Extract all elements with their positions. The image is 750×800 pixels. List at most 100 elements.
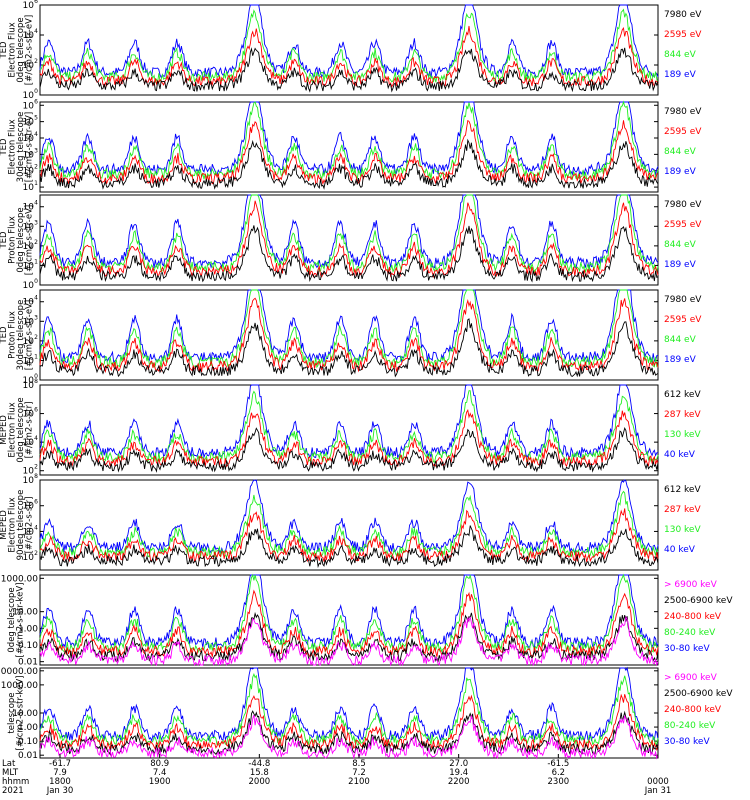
y-axis-label: 30deg telescope [16, 300, 26, 371]
y-tick-exponent: 2 [34, 164, 38, 171]
series-blue-trace [39, 666, 659, 743]
y-tick-label: 10 [23, 261, 35, 271]
time-axis-value: 6.2 [552, 768, 566, 778]
y-axis-label: 0deg telescope [16, 397, 26, 462]
panel-frame [39, 194, 659, 286]
y-tick-exponent: 4 [34, 295, 38, 302]
y-axis-label: [#/cm2-s-str-eV] [25, 205, 35, 275]
series-red-trace [39, 297, 659, 374]
legend-entry: 844 eV [664, 147, 697, 157]
legend-entry: 240-800 keV [664, 612, 722, 622]
y-tick-exponent: 6 [34, 407, 38, 414]
y-tick-label: 10 [23, 134, 35, 144]
legend-entry: 612 keV [664, 485, 701, 495]
y-tick-exponent: 1 [34, 180, 38, 187]
time-axis-value: 8.5 [352, 759, 366, 769]
legend-entry: 189 eV [664, 260, 697, 270]
time-axis-row-label: hhmm [2, 777, 29, 787]
series-black-trace [39, 426, 659, 473]
legend-entry: 2500-6900 keV [664, 596, 733, 606]
y-tick-label: 10 [23, 438, 35, 448]
legend-entry: 287 keV [664, 410, 701, 420]
series-blue-trace [39, 384, 659, 460]
y-tick-label: 10 [23, 317, 35, 327]
panel-frame [39, 479, 659, 571]
legend-entry: 30-80 keV [664, 644, 710, 654]
y-tick-exponent: 4 [34, 435, 38, 442]
time-axis-value: Jan 31 [644, 786, 672, 796]
y-tick-exponent: 2 [34, 550, 38, 557]
y-tick-label: 10.00 [12, 608, 38, 618]
y-tick-exponent: 1 [34, 258, 38, 265]
y-tick-label: 10 [23, 298, 35, 308]
y-tick-label: 10 [23, 61, 35, 71]
legend-entry: 844 eV [664, 240, 697, 250]
y-tick-label: 10 [23, 527, 35, 537]
y-axis-label: [#/cm2-s-str-keV] [16, 583, 26, 658]
y-axis-label: 0deg telescope [7, 587, 17, 652]
y-tick-exponent: 5 [34, 115, 38, 122]
y-tick-exponent: 6 [34, 499, 38, 506]
y-tick-label: 1.00 [18, 624, 38, 634]
y-tick-exponent: 6 [34, 0, 38, 5]
series-green-trace [39, 672, 659, 747]
series-magenta-trace [39, 714, 659, 760]
time-axis-row-label: Lat [2, 759, 16, 769]
y-tick-label: 0.01 [18, 658, 38, 668]
y-axis-label: Electron Flux [8, 22, 18, 77]
legend-entry: 287 keV [664, 505, 701, 515]
series-green-trace [39, 194, 659, 274]
y-tick-exponent: 2 [34, 464, 38, 471]
y-axis-label: TED [0, 231, 9, 250]
y-tick-exponent: 3 [34, 147, 38, 154]
legend-entry: 40 keV [664, 545, 696, 555]
time-axis-row-label: 2021 [2, 786, 24, 796]
legend-entry: 2595 eV [664, 30, 702, 40]
y-tick-exponent: 2 [34, 239, 38, 246]
legend-entry: > 6900 keV [664, 673, 718, 683]
y-tick-label: 10 [23, 281, 35, 291]
y-tick-label: 0.10 [18, 641, 38, 651]
y-tick-label: 10 [23, 381, 35, 391]
y-tick-label: 10 [23, 1, 35, 11]
y-tick-exponent: 0 [34, 88, 38, 95]
legend-entry: 7980 eV [664, 10, 702, 20]
legend-entry: 2500-6900 keV [664, 689, 733, 699]
y-tick-label: 1000.00 [1, 574, 38, 584]
y-axis-label: TED [0, 326, 9, 345]
legend-entry: 189 eV [664, 70, 697, 80]
series-green-trace [39, 8, 659, 84]
y-tick-label: 10 [23, 91, 35, 101]
time-axis-value: 2300 [548, 777, 570, 787]
series-black-trace [39, 225, 659, 283]
y-axis-label: Electron Flux [8, 119, 18, 174]
y-axis-label: TED [0, 41, 9, 60]
legend-entry: > 6900 keV [664, 580, 718, 590]
legend-entry: 7980 eV [664, 200, 702, 210]
y-tick-exponent: 4 [34, 28, 38, 35]
y-axis-label: MEPED [0, 510, 9, 540]
y-tick-exponent: 0 [34, 373, 38, 380]
y-tick-label: 10 [23, 242, 35, 252]
panel-frame [39, 4, 659, 96]
legend-entry: 189 eV [664, 167, 697, 177]
legend-entry: 7980 eV [664, 295, 702, 305]
legend-entry: 80-240 keV [664, 628, 716, 638]
panel-frame [39, 101, 659, 193]
y-tick-exponent: 3 [34, 219, 38, 226]
flux-panel: 0.01 0.10 1.00 10.00 1000.00 10000.00 telescop… [0, 666, 733, 761]
legend-entry: 189 eV [664, 355, 697, 365]
legend-entry: 2595 eV [664, 127, 702, 137]
time-axis-value: 0000 [647, 777, 669, 787]
y-tick-exponent: 4 [34, 200, 38, 207]
time-axis-value: 7.2 [352, 768, 366, 778]
legend-entry: 130 keV [664, 430, 701, 440]
time-axis-value: 1800 [49, 777, 71, 787]
series-black-trace [39, 47, 659, 93]
y-tick-label: 10 [23, 337, 35, 347]
time-axis-value: 2200 [448, 777, 470, 787]
